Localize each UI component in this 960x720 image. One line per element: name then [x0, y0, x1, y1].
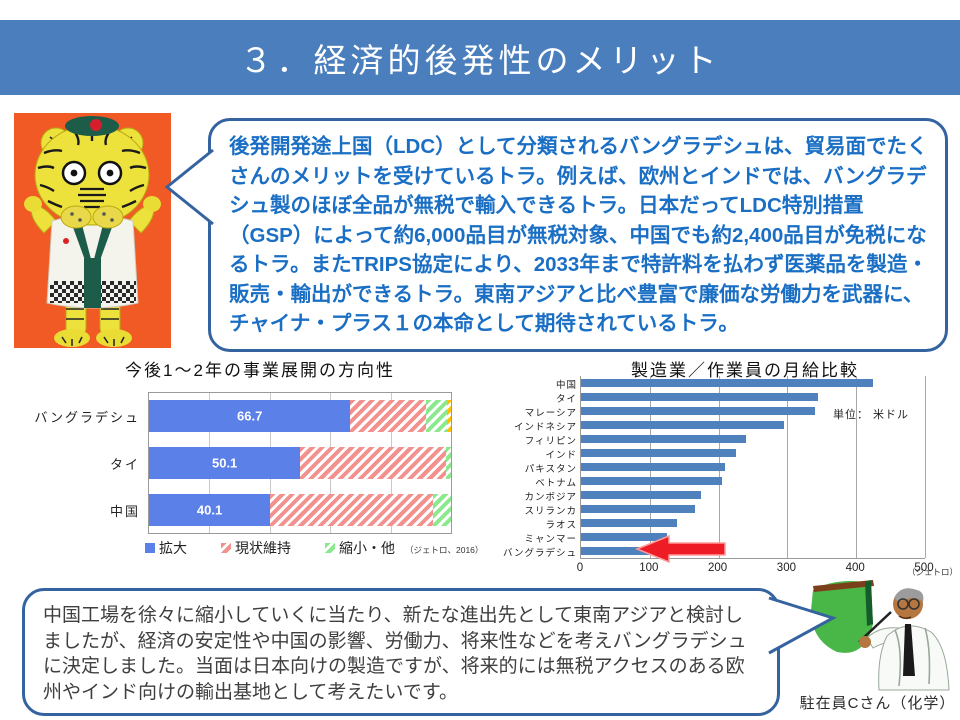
category-label: ミャンマー — [524, 534, 577, 545]
header-bar: ３．経済的後発性のメリット — [0, 20, 960, 95]
category-label: マレーシア — [524, 408, 577, 419]
category-label: インド — [545, 450, 577, 461]
bar-value-label: 40.1 — [196, 502, 223, 518]
category-label: 中国 — [555, 380, 577, 391]
tiger-mascot-image — [14, 113, 171, 348]
direction-chart-title: 今後1～2年の事業展開の方向性 — [125, 361, 395, 380]
bar-segment — [270, 493, 433, 526]
salary-bar — [581, 505, 695, 513]
bar-segment — [300, 447, 446, 479]
salary-chart-source: （ジェトロ） — [907, 567, 959, 577]
category-label: パキスタン — [524, 464, 577, 475]
highlight-arrow-icon — [635, 534, 726, 564]
salary-bar — [581, 379, 874, 387]
x-tick-label: 400 — [845, 562, 865, 574]
x-tick-label: 200 — [708, 562, 728, 574]
legend-item: 現状維持 — [221, 538, 291, 558]
stacked-bar-row: 66.7 — [149, 400, 451, 433]
direction-chart-source: （ジェトロ、2016） — [405, 545, 484, 555]
category-label: タイ — [555, 394, 577, 405]
bar-segment: 66.7 — [149, 400, 351, 433]
salary-bar — [581, 477, 723, 485]
x-tick-label: 0 — [576, 562, 584, 574]
salary-bar — [581, 463, 726, 471]
consultant-illustration — [795, 576, 955, 694]
category-label: フィリピン — [524, 436, 577, 447]
legend-label: 現状維持 — [235, 540, 291, 556]
stacked-bar-row: 50.1 — [149, 447, 451, 479]
legend-swatch-icon — [325, 543, 335, 553]
bar-value-label: 50.1 — [211, 455, 238, 471]
salary-bar — [581, 393, 819, 401]
category-label: スリランカ — [524, 506, 577, 517]
bar-segment — [350, 400, 426, 433]
legend-swatch-icon — [221, 543, 231, 553]
category-label: カンボジア — [524, 492, 577, 503]
gridline — [856, 376, 858, 558]
salary-bar — [581, 407, 815, 415]
salary-bar — [581, 491, 702, 499]
tiger-speech-text: 後発開発途上国（LDC）として分類されるバングラデシュは、貿易面でたくさんのメリ… — [229, 135, 928, 335]
consultant-speech-bubble: 中国工場を徐々に縮小していくに当たり、新たな進出先として東南アジアと検討しました… — [22, 588, 780, 716]
category-label: バングラデシュ — [34, 410, 140, 426]
salary-chart-plot — [580, 376, 926, 559]
x-tick-label: 500 — [914, 562, 934, 574]
direction-chart-legend: 拡大 現状維持 縮小・他 — [145, 538, 495, 558]
bar-segment — [447, 400, 451, 433]
salary-bar — [581, 547, 657, 555]
gridline — [925, 376, 926, 558]
category-label: インドネシア — [513, 422, 577, 433]
tiger-bubble-tail — [164, 148, 214, 226]
salary-chart-title: 製造業／作業員の月給比較 — [631, 361, 859, 380]
tiger-speech-bubble: 後発開発途上国（LDC）として分類されるバングラデシュは、貿易面でたくさんのメリ… — [208, 118, 948, 352]
category-label: ラオス — [545, 520, 577, 531]
legend-label: 拡大 — [159, 540, 187, 556]
bar-segment — [432, 493, 451, 526]
salary-bar — [581, 421, 784, 429]
consultant-icon — [811, 580, 950, 691]
salary-chart-unit-label: 単位： 米ドル — [833, 409, 910, 421]
x-tick-label: 300 — [776, 562, 796, 574]
x-tick-label: 100 — [639, 562, 659, 574]
bar-segment: 40.1 — [149, 493, 271, 526]
bar-segment — [425, 400, 448, 433]
bar-segment — [445, 447, 451, 479]
stacked-bar-row: 40.1 — [149, 493, 451, 526]
direction-chart: 今後1～2年の事業展開の方向性 66.7 50.1 40.1 バングラデシュタイ中国… — [25, 356, 495, 580]
salary-bar — [581, 435, 747, 443]
consultant-speech-text: 中国工場を徐々に縮小していくに当たり、新たな進出先として東南アジアと検討しました… — [43, 605, 747, 703]
salary-bar — [581, 519, 678, 527]
category-label: 中国 — [109, 503, 140, 519]
category-label: ベトナム — [535, 478, 577, 489]
category-label: タイ — [109, 457, 140, 472]
category-label: バングラデシュ — [503, 548, 577, 559]
consultant-caption: 駐在員Cさん（化学） — [799, 695, 956, 712]
salary-chart: 製造業／作業員の月給比較 中国タイマレーシアインドネシアフィリピンインドパキスタ… — [503, 356, 959, 588]
tiger-mascot-icon — [14, 113, 171, 348]
salary-bar — [581, 449, 736, 457]
legend-label: 縮小・他 — [339, 540, 395, 556]
direction-chart-plot: 66.7 50.1 40.1 — [148, 392, 452, 534]
bar-value-label: 66.7 — [237, 408, 263, 424]
bar-segment: 50.1 — [149, 447, 301, 479]
page-title: ３．経済的後発性のメリット — [239, 41, 721, 79]
legend-item: 縮小・他 — [325, 538, 395, 558]
legend-item: 拡大 — [145, 538, 187, 558]
gridline — [787, 376, 789, 558]
legend-swatch-icon — [145, 543, 155, 553]
consultant-bubble-tail — [768, 596, 837, 655]
salary-bar — [581, 533, 667, 541]
